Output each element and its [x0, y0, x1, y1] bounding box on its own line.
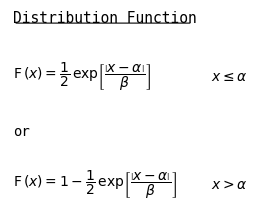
Text: $x \leq \alpha$: $x \leq \alpha$ [211, 70, 248, 84]
Text: or: or [13, 125, 30, 139]
Text: $x > \alpha$: $x > \alpha$ [211, 178, 248, 192]
Text: Distribution Function: Distribution Function [13, 11, 197, 26]
Text: $\mathrm{F}\,(x) = \dfrac{1}{2}\,\exp\!\left[\dfrac{\left|x - \alpha\right|}{\be: $\mathrm{F}\,(x) = \dfrac{1}{2}\,\exp\!\… [13, 61, 151, 93]
Text: $\mathrm{F}\,(x) = 1 - \dfrac{1}{2}\,\exp\!\left[\dfrac{\left|x - \alpha\right|}: $\mathrm{F}\,(x) = 1 - \dfrac{1}{2}\,\ex… [13, 169, 177, 201]
